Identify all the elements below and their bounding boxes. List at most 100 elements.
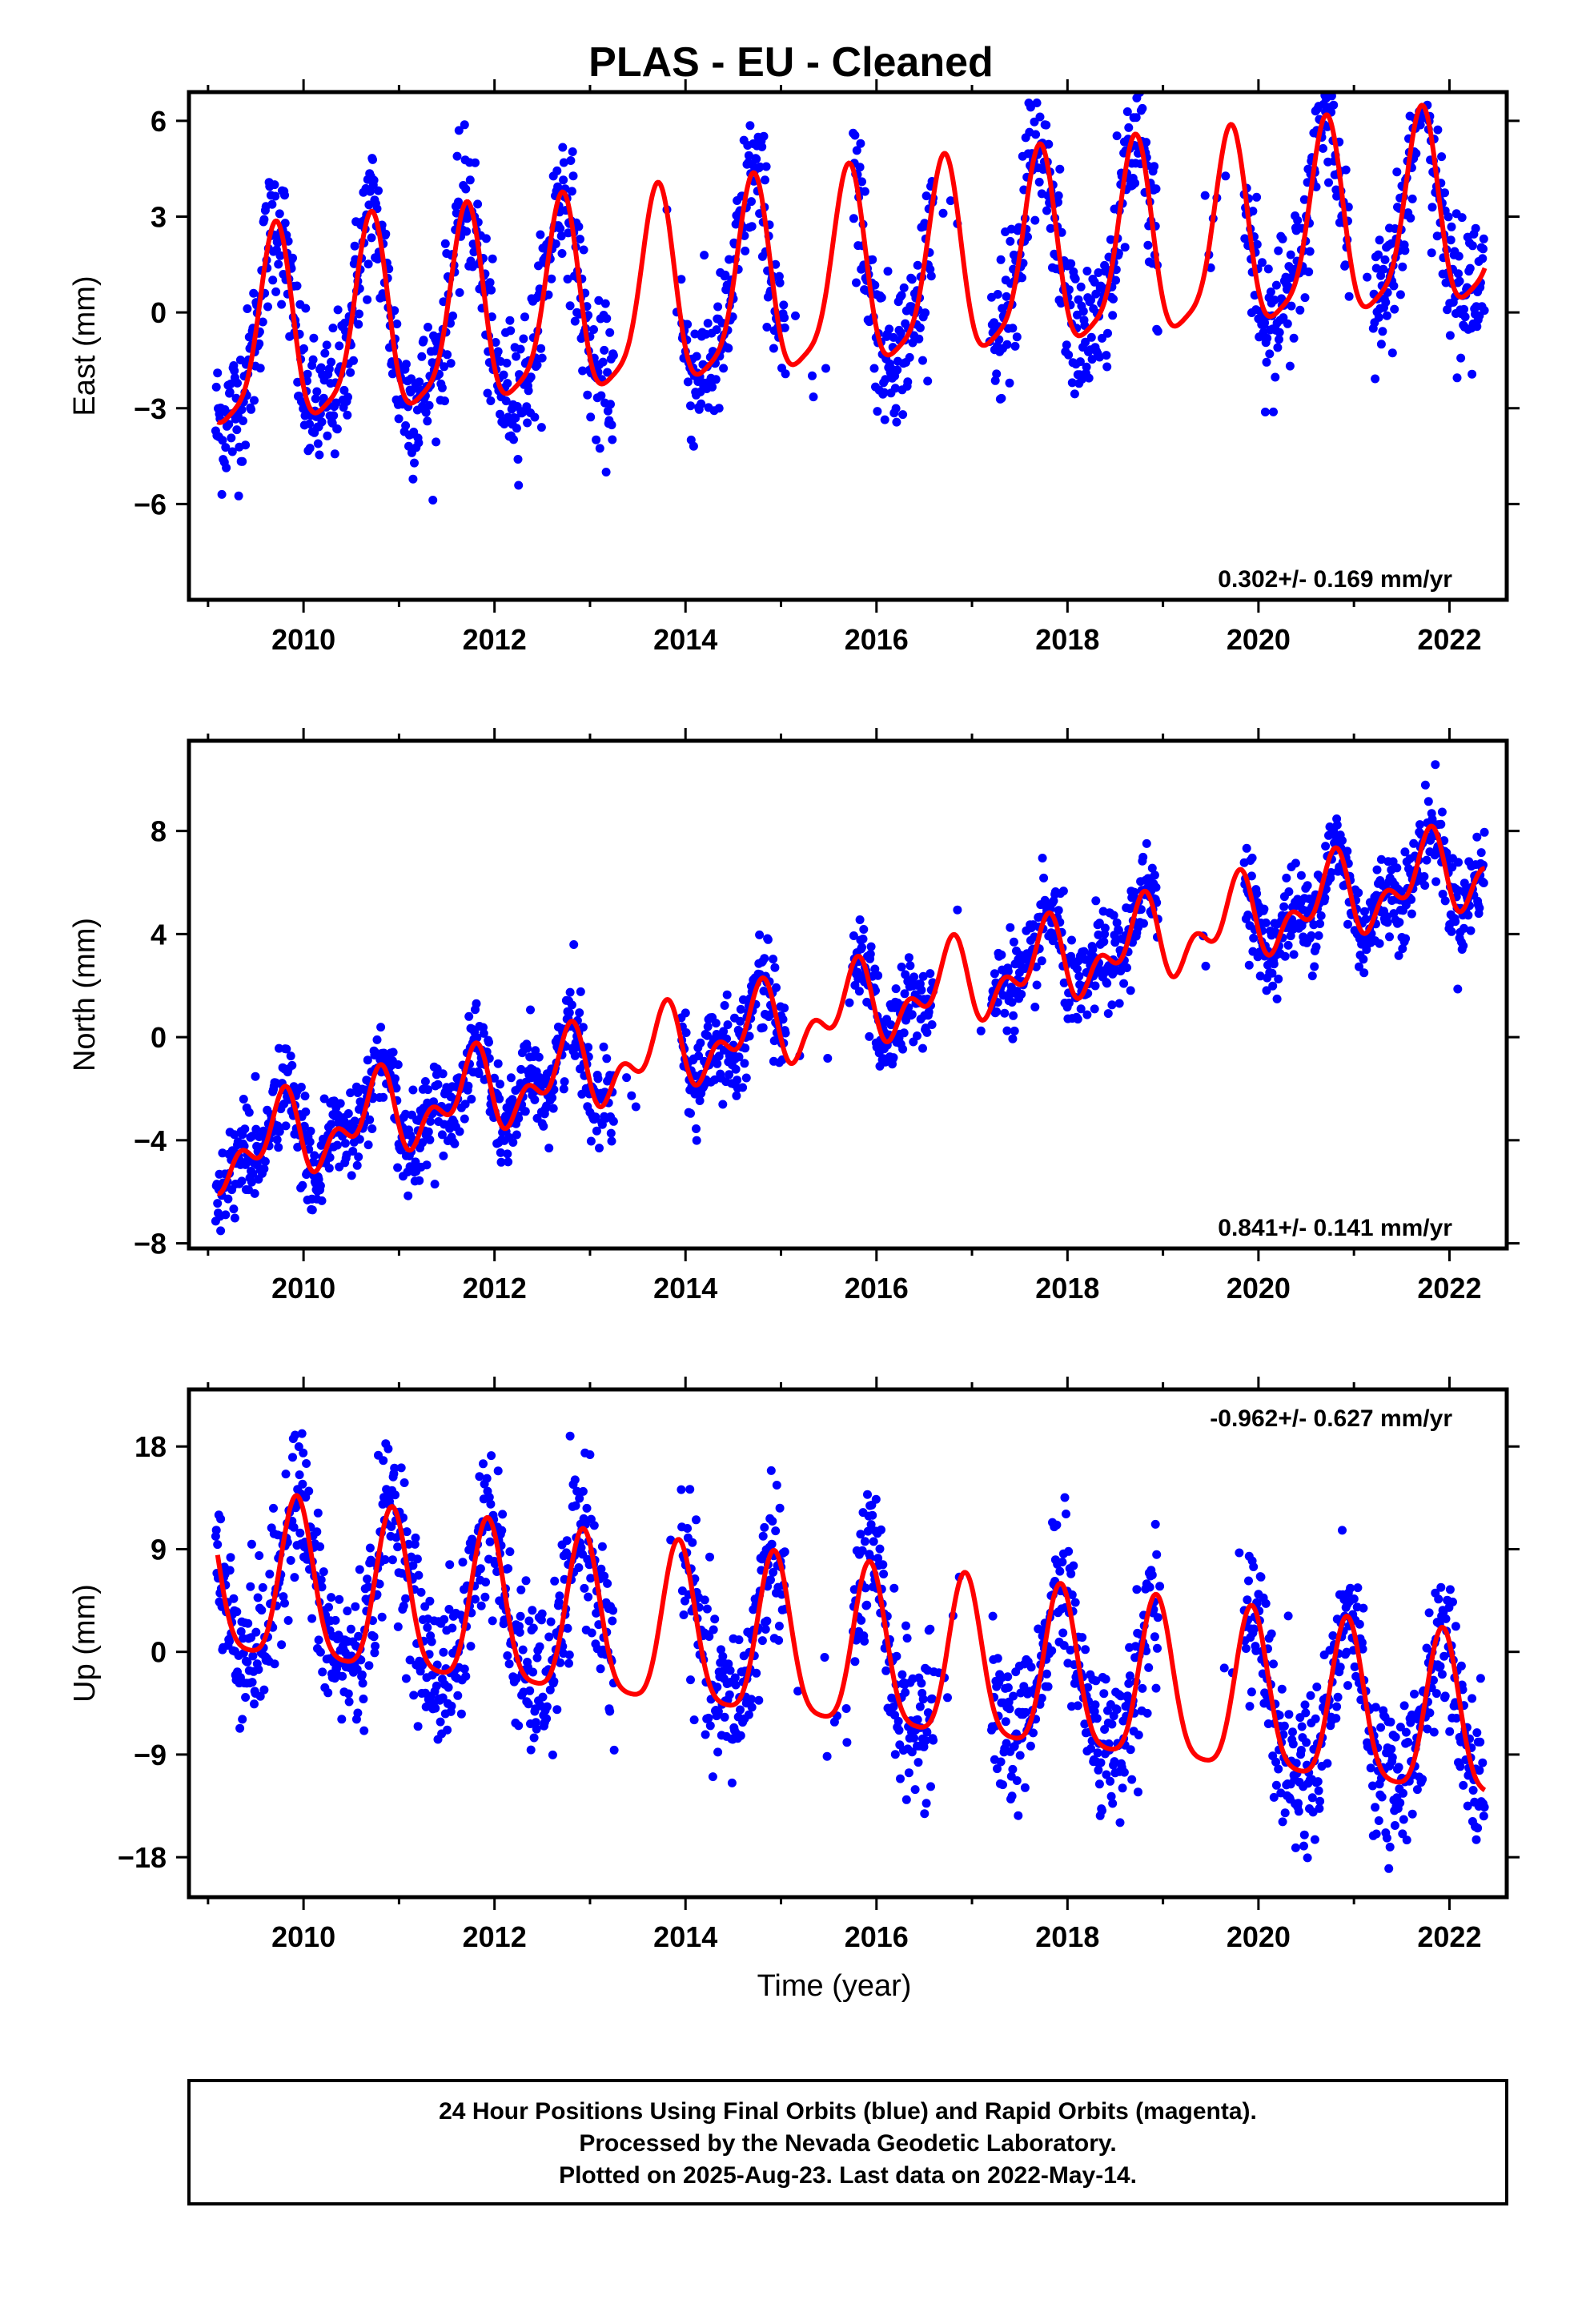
data-point bbox=[328, 324, 338, 333]
data-point bbox=[493, 1466, 503, 1476]
data-point bbox=[578, 1486, 588, 1496]
data-point bbox=[566, 156, 576, 165]
data-point bbox=[1371, 1829, 1381, 1839]
data-point bbox=[918, 1043, 927, 1053]
data-point bbox=[564, 1651, 574, 1659]
data-point bbox=[918, 1695, 928, 1704]
data-point bbox=[1279, 1721, 1289, 1731]
data-point bbox=[365, 1543, 375, 1553]
data-point bbox=[721, 270, 730, 279]
data-point bbox=[873, 971, 883, 980]
data-point bbox=[1094, 1779, 1104, 1789]
data-point bbox=[869, 1537, 878, 1546]
data-point bbox=[850, 1657, 860, 1667]
data-point bbox=[780, 313, 789, 323]
data-point bbox=[1120, 243, 1130, 252]
data-point bbox=[1314, 1786, 1323, 1795]
data-point bbox=[529, 1733, 539, 1743]
data-point bbox=[1054, 906, 1063, 915]
data-point bbox=[1073, 1701, 1082, 1711]
data-point bbox=[894, 1726, 904, 1735]
data-point bbox=[1297, 1722, 1307, 1731]
data-point bbox=[569, 940, 579, 949]
data-point bbox=[335, 341, 344, 351]
data-point bbox=[1359, 955, 1368, 964]
data-point bbox=[1086, 332, 1096, 342]
data-point bbox=[1455, 276, 1464, 286]
data-point bbox=[443, 1725, 452, 1735]
data-point bbox=[608, 435, 617, 444]
data-point bbox=[938, 208, 948, 218]
data-point bbox=[1082, 267, 1092, 275]
data-point bbox=[582, 1503, 592, 1513]
x-tick-label: 2018 bbox=[1035, 1272, 1099, 1305]
data-point bbox=[1282, 873, 1291, 883]
data-point bbox=[243, 1618, 253, 1628]
data-point bbox=[1132, 1585, 1142, 1594]
x-tick-label: 2010 bbox=[271, 1272, 335, 1305]
y-tick-label: 8 bbox=[151, 815, 167, 848]
data-point bbox=[1244, 960, 1254, 970]
data-point bbox=[710, 1614, 720, 1624]
data-point bbox=[391, 1490, 400, 1500]
data-point bbox=[1438, 890, 1447, 899]
data-point bbox=[292, 281, 302, 291]
data-point bbox=[899, 1028, 909, 1038]
data-point bbox=[1107, 1719, 1117, 1729]
y-tick-label: 6 bbox=[151, 105, 167, 138]
data-point bbox=[703, 1022, 713, 1031]
data-point bbox=[370, 1648, 379, 1658]
data-point bbox=[1318, 70, 1327, 78]
data-point bbox=[446, 359, 456, 368]
data-point bbox=[534, 261, 543, 271]
data-point bbox=[408, 474, 418, 484]
data-point bbox=[1381, 298, 1391, 307]
data-point bbox=[358, 1679, 367, 1688]
data-point bbox=[217, 489, 227, 499]
data-point bbox=[1479, 244, 1488, 254]
data-point bbox=[439, 1151, 448, 1160]
data-point bbox=[1142, 138, 1151, 147]
data-point bbox=[692, 1136, 701, 1145]
scatter-points bbox=[211, 70, 1489, 505]
data-point bbox=[401, 1594, 411, 1603]
y-tick-label: −6 bbox=[134, 488, 167, 521]
y-tick-label: −9 bbox=[134, 1739, 167, 1771]
data-point bbox=[1055, 1566, 1065, 1576]
data-point bbox=[1303, 881, 1312, 891]
data-point bbox=[858, 935, 868, 943]
data-point bbox=[224, 420, 234, 429]
data-point bbox=[1060, 1493, 1070, 1502]
data-point bbox=[1480, 306, 1489, 316]
data-point bbox=[304, 1486, 314, 1496]
data-point bbox=[415, 377, 424, 387]
data-point bbox=[766, 1466, 776, 1475]
data-point bbox=[767, 1539, 777, 1549]
data-point bbox=[559, 175, 568, 185]
data-point bbox=[1106, 1776, 1115, 1786]
data-point bbox=[905, 961, 915, 971]
data-point bbox=[1007, 998, 1017, 1007]
data-point bbox=[686, 1108, 695, 1118]
data-point bbox=[380, 1555, 390, 1564]
data-point bbox=[315, 450, 324, 460]
data-point bbox=[859, 925, 869, 934]
data-point bbox=[1151, 883, 1161, 892]
data-point bbox=[1387, 1744, 1396, 1754]
data-point bbox=[476, 1564, 485, 1574]
data-point bbox=[1058, 887, 1068, 896]
data-point bbox=[313, 439, 323, 448]
data-point bbox=[1005, 378, 1014, 388]
data-point bbox=[255, 1551, 264, 1560]
data-point bbox=[774, 1622, 784, 1630]
x-tick-label: 2014 bbox=[653, 1272, 717, 1305]
data-point bbox=[513, 455, 523, 464]
data-point bbox=[524, 386, 533, 396]
data-point bbox=[323, 1688, 333, 1698]
data-point bbox=[343, 1689, 353, 1699]
data-point bbox=[1124, 123, 1134, 132]
data-point bbox=[1151, 184, 1161, 194]
data-point bbox=[1291, 1843, 1300, 1852]
data-point bbox=[719, 364, 729, 373]
data-point bbox=[733, 1076, 742, 1085]
